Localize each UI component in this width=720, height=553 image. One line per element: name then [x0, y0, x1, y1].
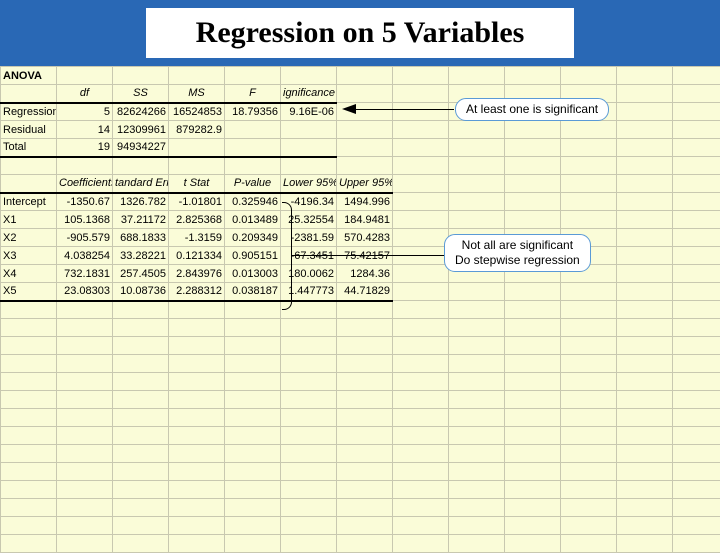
page-title: Regression on 5 Variables: [146, 8, 575, 58]
coef-val: 23.08303: [57, 283, 113, 301]
coef-p: 0.038187: [225, 283, 281, 301]
hdr-lo: Lower 95%: [281, 175, 337, 193]
hdr-t: t Stat: [169, 175, 225, 193]
anova-ms: 16524853: [169, 103, 225, 121]
anova-label: ANOVA: [1, 67, 57, 85]
title-bar: Regression on 5 Variables: [0, 0, 720, 66]
anova-ss: 82624266: [113, 103, 169, 121]
anova-sig: [281, 121, 337, 139]
coef-t: -1.3159: [169, 229, 225, 247]
coef-hi: 570.4283: [337, 229, 393, 247]
coef-t: 2.825368: [169, 211, 225, 229]
anova-f: [225, 121, 281, 139]
anova-ss: 12309961: [113, 121, 169, 139]
coef-se: 33.28221: [113, 247, 169, 265]
callout-line1: Not all are significant: [462, 238, 573, 252]
coef-t: -1.01801: [169, 193, 225, 211]
coef-hi: 44.71829: [337, 283, 393, 301]
coef-val: 732.1831: [57, 265, 113, 283]
coef-hi: 1284.36: [337, 265, 393, 283]
coef-se: 257.4505: [113, 265, 169, 283]
coef-p: 0.325946: [225, 193, 281, 211]
callout-significance: At least one is significant: [455, 98, 609, 121]
anova-row-label: Total: [1, 139, 57, 157]
coef-p: 0.013489: [225, 211, 281, 229]
hdr-ss: SS: [113, 85, 169, 103]
coef-t: 2.288312: [169, 283, 225, 301]
coef-p: 0.209349: [225, 229, 281, 247]
coef-hi: 1494.996: [337, 193, 393, 211]
coef-se: 10.08736: [113, 283, 169, 301]
hdr-sig: ignificance F: [281, 85, 337, 103]
coef-se: 37.21172: [113, 211, 169, 229]
hdr-p: P-value: [225, 175, 281, 193]
coef-val: -905.579: [57, 229, 113, 247]
anova-f: 18.79356: [225, 103, 281, 121]
spreadsheet-grid: ANOVAdfSSMSFignificance F Regression58262…: [0, 66, 720, 553]
anova-sig: 9.16E-06: [281, 103, 337, 121]
coef-val: 4.038254: [57, 247, 113, 265]
coef-p: 0.013003: [225, 265, 281, 283]
anova-ms: 879282.9: [169, 121, 225, 139]
coef-val: -1350.67: [57, 193, 113, 211]
anova-df: 14: [57, 121, 113, 139]
anova-ms: [169, 139, 225, 157]
coef-row-label: X1: [1, 211, 57, 229]
arrow-line-1: [356, 109, 454, 110]
anova-df: 5: [57, 103, 113, 121]
coef-row-label: X4: [1, 265, 57, 283]
bracket-connector: [292, 255, 444, 256]
hdr-se: tandard Err: [113, 175, 169, 193]
coef-t: 2.843976: [169, 265, 225, 283]
pvalue-bracket: [282, 202, 292, 310]
anova-sig: [281, 139, 337, 157]
callout-line2: Do stepwise regression: [455, 253, 580, 267]
coef-row-label: X2: [1, 229, 57, 247]
hdr-ms: MS: [169, 85, 225, 103]
anova-f: [225, 139, 281, 157]
coef-t: 0.121334: [169, 247, 225, 265]
coef-val: 105.1368: [57, 211, 113, 229]
anova-row-label: Residual: [1, 121, 57, 139]
anova-df: 19: [57, 139, 113, 157]
coef-se: 688.1833: [113, 229, 169, 247]
coef-p: 0.905151: [225, 247, 281, 265]
hdr-hi: Upper 95%: [337, 175, 393, 193]
callout-not-all-sig: Not all are significant Do stepwise regr…: [444, 234, 591, 272]
hdr-df: df: [57, 85, 113, 103]
coef-row-label: Intercept: [1, 193, 57, 211]
coef-row-label: X3: [1, 247, 57, 265]
coef-row-label: X5: [1, 283, 57, 301]
anova-ss: 94934227: [113, 139, 169, 157]
coef-se: 1326.782: [113, 193, 169, 211]
anova-row-label: Regression: [1, 103, 57, 121]
hdr-coef: Coefficients: [57, 175, 113, 193]
arrow-to-significance: [342, 104, 356, 114]
coef-hi: 184.9481: [337, 211, 393, 229]
hdr-f: F: [225, 85, 281, 103]
spreadsheet-area: ANOVAdfSSMSFignificance F Regression58262…: [0, 66, 720, 540]
